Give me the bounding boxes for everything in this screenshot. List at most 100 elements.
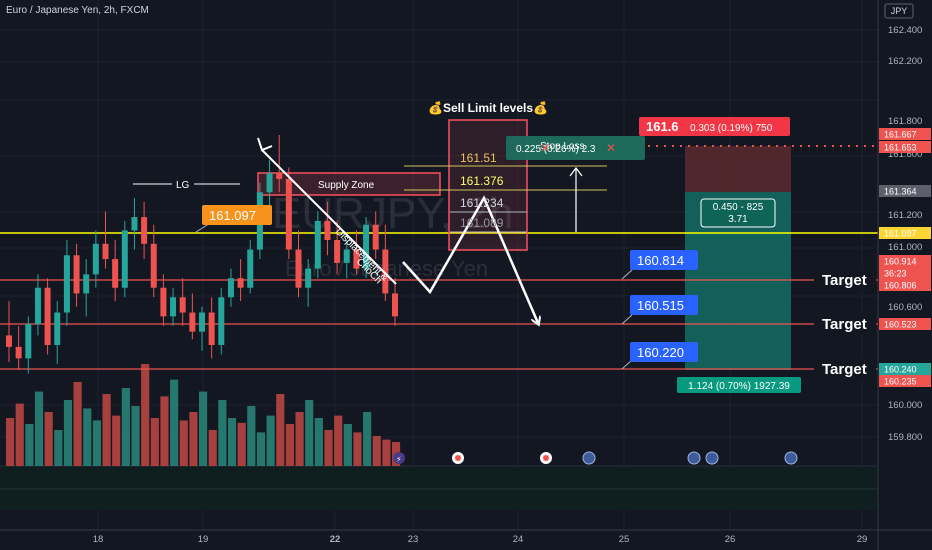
price-tick-label: 162.200 — [888, 56, 922, 67]
candle-body — [392, 293, 398, 317]
candle-body — [324, 220, 331, 240]
watermark-symbol: EURJPY, 2h — [272, 189, 513, 238]
volume-bar — [25, 424, 34, 466]
price-axis-tag — [879, 279, 931, 291]
volume-bar — [112, 415, 121, 466]
volume-bar — [54, 430, 63, 466]
volume-bar — [276, 394, 285, 466]
sell-limit-level-4: 161.089 — [460, 216, 504, 230]
cross-mark-icon-2: ✕ — [606, 141, 616, 155]
cross-mark-icon: ✕ — [540, 141, 550, 155]
volume-bar — [247, 406, 256, 466]
volume-bar — [295, 412, 304, 466]
price-axis-tag — [879, 267, 931, 279]
price-axis-tag-text: 160.914 — [884, 257, 917, 267]
volume-bar — [199, 391, 208, 466]
volume-bar — [324, 430, 333, 466]
price-tick-label: 162.400 — [888, 25, 922, 36]
price-axis-tag — [879, 185, 931, 197]
price-axis-tag — [879, 255, 931, 267]
profit-label: 1.124 (0.70%) 1927.39 — [688, 381, 790, 392]
volume-bar — [170, 379, 179, 466]
candle-body — [353, 249, 360, 269]
volume-bar — [73, 382, 82, 466]
candle-body — [6, 335, 12, 347]
eu-event-icon-4[interactable] — [784, 451, 798, 465]
price-axis-tag-text: 161.653 — [884, 143, 917, 153]
volume-bar — [34, 391, 44, 466]
price-axis-tag — [879, 128, 931, 140]
current-price-callout-text: 161.097 — [209, 208, 256, 223]
economic-event-dot-2 — [543, 455, 549, 461]
price-axis-tag-text: 160.806 — [884, 281, 917, 291]
volume-bar — [353, 432, 362, 466]
volume-bar — [208, 430, 217, 466]
eu-event-icon-3[interactable] — [705, 451, 719, 465]
volume-bar — [372, 436, 381, 466]
volume-bar — [382, 439, 391, 466]
sell-limit-title: 💰Sell Limit levels💰 — [428, 101, 548, 115]
candle-body — [276, 173, 283, 179]
supply-zone-label: Supply Zone — [318, 180, 375, 191]
eu-event-icon-2[interactable] — [687, 451, 701, 465]
candle-body — [372, 224, 379, 250]
candle-body — [63, 255, 70, 313]
indicator-band-1 — [0, 466, 878, 488]
price-tick-label: 161.000 — [888, 242, 922, 253]
price-axis-tag — [879, 375, 931, 387]
target-label-2: Target — [822, 316, 867, 333]
candle-body — [54, 312, 61, 345]
stop-loss-text: Stop Loss — [540, 141, 584, 152]
target-price-1: 160.814 — [637, 253, 684, 268]
price-axis-tag-text: 160.235 — [884, 377, 917, 387]
candle-body — [160, 287, 167, 317]
volume-bar — [218, 400, 227, 466]
candle-body — [218, 297, 225, 345]
risk-box — [685, 146, 791, 192]
volume-bar — [92, 420, 101, 466]
candle-body — [34, 287, 41, 324]
price-tick-label: 160.600 — [888, 302, 922, 313]
time-tick-label: 26 — [725, 534, 736, 545]
price-tick-label: 161.800 — [888, 116, 922, 127]
eu-event-icon-1[interactable] — [582, 451, 596, 465]
currency-badge[interactable] — [884, 3, 914, 19]
target-label-3: Target — [822, 361, 867, 378]
candle-body — [314, 220, 321, 269]
symbol-title[interactable]: Euro / Japanese Yen, 2h, FXCM — [6, 5, 149, 16]
candle-body — [73, 255, 80, 294]
target-label-1: Target — [822, 272, 867, 289]
target-price-2: 160.515 — [637, 298, 684, 313]
candlesticks — [6, 134, 398, 374]
candle-body — [83, 274, 90, 294]
candle-body — [237, 278, 244, 288]
currency-badge-text: JPY — [891, 6, 908, 16]
candle-body — [295, 249, 302, 288]
profit-label-box — [677, 377, 801, 393]
volume-bar — [189, 412, 198, 466]
candle-body — [189, 312, 196, 332]
volume-bar — [83, 408, 92, 466]
volume-bar — [314, 418, 323, 466]
target-price-box-1 — [630, 250, 698, 270]
candle-body — [170, 297, 177, 317]
volume-bar — [227, 418, 237, 466]
volume-bar — [63, 400, 73, 466]
flash-event-icon[interactable] — [393, 452, 405, 464]
candle-body — [102, 243, 109, 260]
volume-bar — [179, 420, 188, 466]
candle-body — [15, 346, 22, 359]
volume-bar — [15, 403, 24, 466]
price-axis-tag — [879, 363, 931, 375]
sell-limit-level-3: 161.234 — [460, 196, 504, 210]
volume-bar — [160, 396, 169, 466]
target-label-bg-2 — [814, 313, 876, 335]
price-axis-tag-text: 160.523 — [884, 320, 917, 330]
volume-bar — [141, 364, 150, 466]
candle-body — [382, 249, 389, 294]
target-pointer-3 — [621, 359, 633, 370]
volume-bar — [363, 412, 372, 466]
volume-bar — [121, 388, 130, 466]
